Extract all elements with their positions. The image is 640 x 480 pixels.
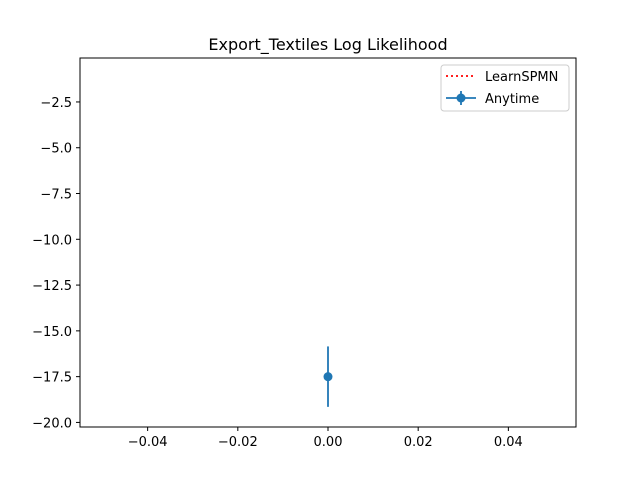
y-tick-label: −10.0 <box>32 233 72 248</box>
x-tick-label: 0.02 <box>404 435 433 450</box>
legend-label-anytime: Anytime <box>485 92 539 107</box>
plot-area <box>323 346 333 407</box>
y-tick-label: −15.0 <box>32 325 72 340</box>
y-tick-label: −2.5 <box>40 96 72 111</box>
legend: LearnSPMN Anytime <box>440 64 570 112</box>
y-tick-label: −7.5 <box>40 188 72 203</box>
data-point <box>323 372 333 382</box>
y-tick-label: −12.5 <box>32 279 72 294</box>
y-tick-label: −17.5 <box>32 371 72 386</box>
x-tick-label: 0.00 <box>314 435 343 450</box>
y-tick-label: −20.0 <box>32 416 72 431</box>
legend-marker <box>456 93 466 103</box>
y-tick-label: −5.0 <box>40 142 72 157</box>
legend-label-learnspmn: LearnSPMN <box>485 70 558 85</box>
axes: −0.04 −0.02 0.00 0.02 0.04 −2.5 −5.0 −7.5 −10.0 −… <box>32 57 577 450</box>
x-tick-label: −0.02 <box>218 435 258 450</box>
x-tick-label: −0.04 <box>128 435 168 450</box>
x-tick-label: 0.04 <box>494 435 523 450</box>
chart-title: Export_Textiles Log Likelihood <box>208 35 447 55</box>
